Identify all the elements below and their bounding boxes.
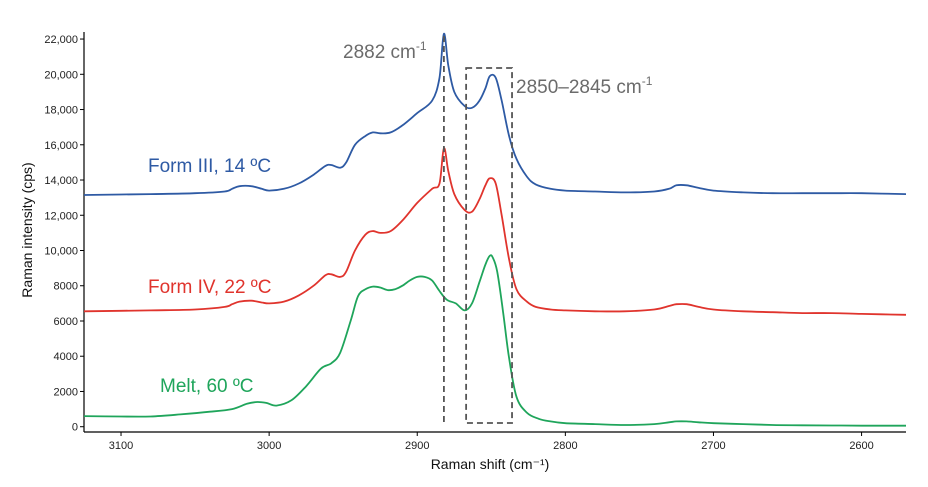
y-axis-title: Raman intensity (cps) [19,162,35,297]
x-tick-label: 2600 [849,440,873,452]
annotation-2882-label: 2882 cm-1 [343,39,427,63]
x-tick-label: 2800 [553,440,577,452]
y-tick-label: 8000 [54,281,78,293]
annotation-box-2850 [465,67,513,424]
y-tick-label: 22,000 [44,34,78,46]
series-group [83,32,907,427]
series-label-melt: Melt, 60 ºC [160,376,254,397]
annotation-group [443,36,513,424]
x-tick-label: 2700 [701,440,725,452]
y-tick-label: 0 [72,422,78,434]
series-line-0 [83,32,907,196]
x-tick-label: 2900 [405,440,429,452]
y-tick-label: 16,000 [44,140,78,152]
y-tick-label: 18,000 [44,105,78,117]
series-label-form-iii: Form III, 14 ºC [148,156,271,177]
y-tick-label: 14,000 [44,175,78,187]
series-line-2 [83,254,906,427]
annotation-2850-label: 2850–2845 cm-1 [516,74,653,98]
y-tick-label: 6000 [54,316,78,328]
x-tick-label: 3100 [109,440,133,452]
series-line-1 [83,147,907,316]
y-tick-label: 12,000 [44,210,78,222]
x-tick-label: 3000 [257,440,281,452]
x-axis-title: Raman shift (cm⁻¹) [431,456,550,472]
y-tick-label: 4000 [54,351,78,363]
y-tick-label: 2000 [54,386,78,398]
series-label-form-iv: Form IV, 22 ºC [148,277,271,298]
y-tick-label: 10,000 [44,246,78,258]
axes-group: 0 2000 4000 6000 8000 10,000 12,000 14,000 16,00… [44,32,906,452]
y-tick-label: 20,000 [44,69,78,81]
